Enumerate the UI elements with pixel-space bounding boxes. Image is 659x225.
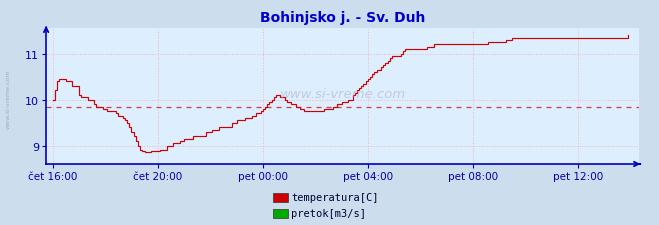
Text: pretok[m3/s]: pretok[m3/s] [291,209,366,218]
Title: Bohinjsko j. - Sv. Duh: Bohinjsko j. - Sv. Duh [260,11,425,25]
Text: temperatura[C]: temperatura[C] [291,192,379,202]
Text: www.si-vreme.com: www.si-vreme.com [279,88,406,101]
Text: www.si-vreme.com: www.si-vreme.com [6,69,11,129]
